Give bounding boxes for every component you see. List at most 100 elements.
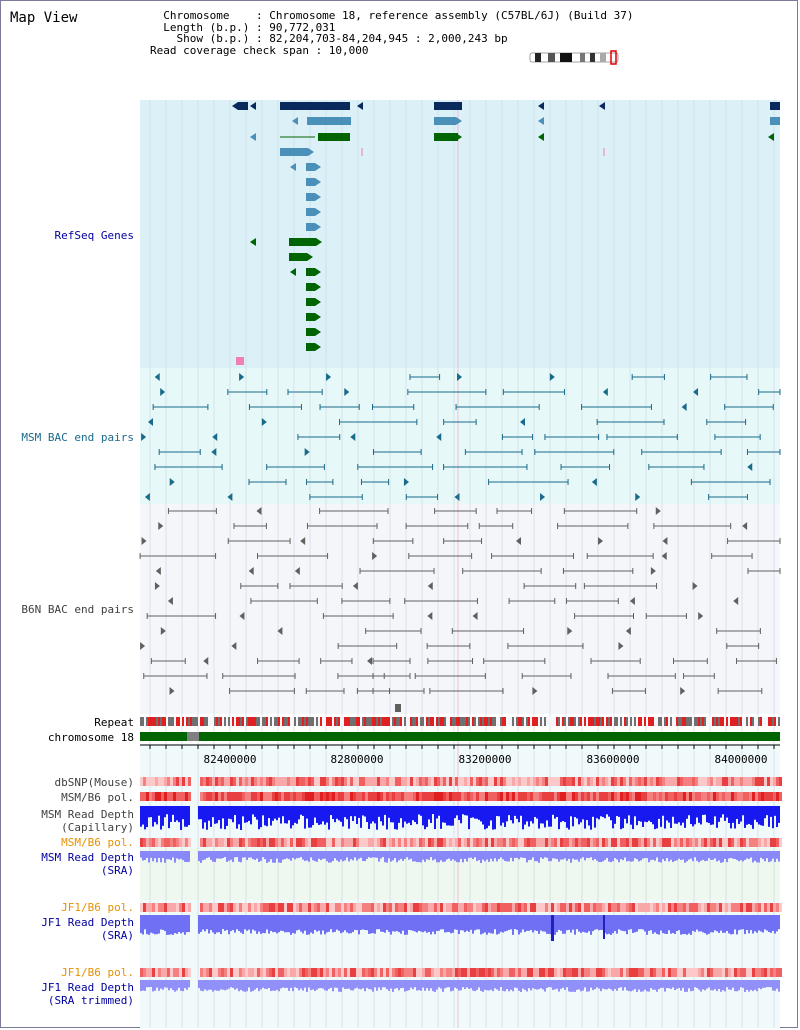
depth-bar xyxy=(478,806,480,820)
chromosome-bar[interactable] xyxy=(140,732,780,741)
heat-cell xyxy=(236,838,239,847)
heat-cell xyxy=(437,777,440,786)
heat-cell xyxy=(332,838,335,847)
heat-cell xyxy=(185,838,188,847)
gene-feature[interactable] xyxy=(434,102,460,110)
chromosome-ideogram[interactable] xyxy=(529,50,619,65)
gene-feature-pink[interactable] xyxy=(236,357,244,365)
repeat-track[interactable] xyxy=(140,717,780,726)
heat-cell xyxy=(269,838,272,847)
gene-feature[interactable] xyxy=(434,133,458,141)
repeat-block xyxy=(664,717,666,726)
depth-bar xyxy=(364,851,366,862)
heat-cell xyxy=(404,792,407,801)
depth-bar xyxy=(778,915,780,930)
track-label-b6n-bac[interactable]: B6N BAC end pairs xyxy=(21,603,134,616)
heat-cell xyxy=(287,792,290,801)
repeat-block xyxy=(688,717,690,726)
depth-bar xyxy=(742,851,744,862)
heat-cell xyxy=(602,903,605,912)
depth-bar xyxy=(346,915,348,933)
gene-feature[interactable] xyxy=(280,148,308,156)
depth-bar xyxy=(560,806,562,823)
depth-bar xyxy=(426,915,428,933)
msm-bac-pairs[interactable] xyxy=(141,373,781,501)
depth-bar xyxy=(270,980,272,992)
heat-cell xyxy=(536,968,539,977)
depth-bar xyxy=(386,915,388,930)
repeat-block xyxy=(342,717,344,726)
depth-bar xyxy=(694,851,696,858)
depth-bar xyxy=(300,806,302,815)
depth-bar xyxy=(502,806,504,823)
heat-cell xyxy=(563,792,566,801)
heat-cell xyxy=(344,968,347,977)
heat-cell xyxy=(467,792,470,801)
heat-cell xyxy=(251,777,254,786)
depth-bar xyxy=(576,915,578,930)
heat-cell xyxy=(707,903,710,912)
gene-feature[interactable] xyxy=(280,102,350,110)
b6n-bac-pairs[interactable] xyxy=(139,507,781,712)
depth-bar xyxy=(726,851,728,863)
depth-bar xyxy=(418,806,420,815)
depth-bar xyxy=(326,851,328,862)
depth-bar xyxy=(532,980,534,989)
gene-feature[interactable] xyxy=(289,253,307,261)
b6n-pair-single xyxy=(231,642,237,650)
heat-cell xyxy=(287,777,290,786)
heat-cell xyxy=(155,903,158,912)
depth-bar xyxy=(174,980,176,992)
depth-bar xyxy=(664,851,666,862)
repeat-block xyxy=(670,717,672,726)
gene-feature[interactable] xyxy=(289,238,316,246)
depth-bar xyxy=(216,980,218,991)
heat-cell xyxy=(488,968,491,977)
msm-pair-single xyxy=(212,433,218,441)
heat-cell xyxy=(767,903,770,912)
depth-bar xyxy=(140,851,142,858)
gene-feature[interactable] xyxy=(318,133,350,141)
variation-heat-tracks[interactable] xyxy=(140,777,782,977)
gene-feature[interactable] xyxy=(434,117,456,125)
heat-cell xyxy=(587,968,590,977)
heat-cell xyxy=(146,903,149,912)
depth-bar xyxy=(186,851,188,863)
depth-bar xyxy=(398,915,400,933)
depth-bar xyxy=(520,980,522,992)
depth-bar xyxy=(260,806,262,828)
track-label-refseq[interactable]: RefSeq Genes xyxy=(54,229,134,242)
repeat-block xyxy=(296,717,298,726)
track-label-msm-bac[interactable]: MSM BAC end pairs xyxy=(21,431,134,444)
heat-cell xyxy=(302,903,305,912)
depth-bar xyxy=(504,851,506,861)
read-depth-tracks[interactable] xyxy=(140,806,780,992)
b6n-pair-single xyxy=(680,687,686,695)
heat-cell xyxy=(170,838,173,847)
depth-bar xyxy=(434,915,436,935)
heat-cell xyxy=(221,792,224,801)
heat-cell xyxy=(320,792,323,801)
depth-bar xyxy=(146,806,148,828)
depth-bar xyxy=(202,851,204,861)
heat-cell xyxy=(686,792,689,801)
depth-bar xyxy=(216,806,218,824)
depth-bar xyxy=(426,980,428,989)
gene-feature[interactable] xyxy=(307,117,351,125)
depth-bar xyxy=(604,980,606,990)
depth-bar xyxy=(516,915,518,930)
depth-bar xyxy=(354,806,356,817)
gene-strand-arrows[interactable] xyxy=(232,102,780,351)
heat-cell xyxy=(374,838,377,847)
heat-cell xyxy=(461,968,464,977)
repeat-block xyxy=(510,717,512,726)
repeat-block xyxy=(722,717,724,726)
depth-bar xyxy=(538,806,540,829)
heat-cell xyxy=(167,792,170,801)
heat-cell xyxy=(617,968,620,977)
refseq-genes[interactable] xyxy=(236,102,605,365)
depth-bar xyxy=(234,806,236,816)
depth-bar xyxy=(624,806,626,819)
depth-bar xyxy=(602,851,604,862)
